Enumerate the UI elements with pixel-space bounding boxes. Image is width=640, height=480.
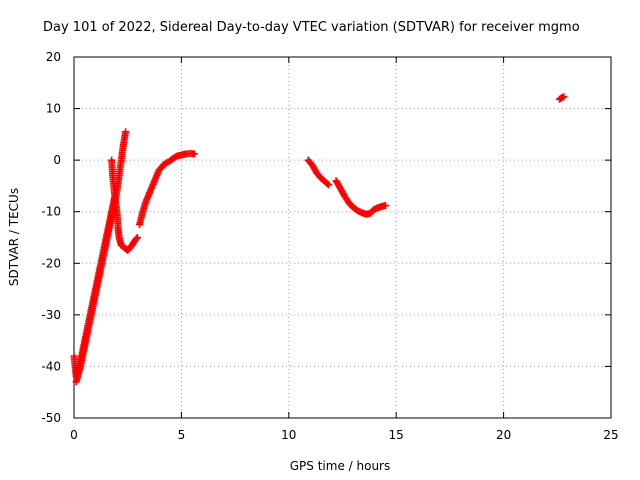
data-point-marker	[381, 202, 389, 210]
x-tick-label: 25	[603, 428, 618, 442]
y-axis-label: SDTVAR / TECUs	[7, 188, 21, 286]
x-axis-label: GPS time / hours	[290, 459, 391, 473]
y-tick-label: -10	[41, 205, 61, 219]
data-point-marker	[133, 234, 141, 241]
y-tick-label: 20	[46, 50, 61, 64]
y-tick-label: -20	[41, 256, 61, 270]
x-tick-label: 15	[389, 428, 404, 442]
y-tick-label: 10	[46, 102, 61, 116]
y-tick-label: 0	[53, 153, 61, 167]
x-tick-label: 0	[70, 428, 78, 442]
data-point-marker	[325, 181, 333, 189]
chart-title: Day 101 of 2022, Sidereal Day-to-day VTE…	[43, 20, 580, 35]
y-tick-label: -50	[41, 411, 61, 425]
data-point-marker	[323, 180, 331, 188]
data-point-marker	[560, 93, 568, 101]
data-points	[70, 93, 568, 386]
y-tick-label: -30	[41, 308, 61, 322]
data-point-marker	[132, 235, 140, 243]
data-point-marker	[190, 150, 198, 158]
plot-area-frame	[73, 56, 612, 419]
data-point-marker	[122, 128, 130, 136]
x-tick-label: 10	[281, 428, 296, 442]
x-tick-label: 20	[496, 428, 511, 442]
y-tick-label: -40	[41, 359, 61, 373]
axis-ticks: 0 5 10 15 20 25 -50 -40 -30 -20 -10 0 10 20	[41, 50, 618, 442]
x-tick-label: 5	[178, 428, 186, 442]
grid-lines	[74, 57, 611, 418]
